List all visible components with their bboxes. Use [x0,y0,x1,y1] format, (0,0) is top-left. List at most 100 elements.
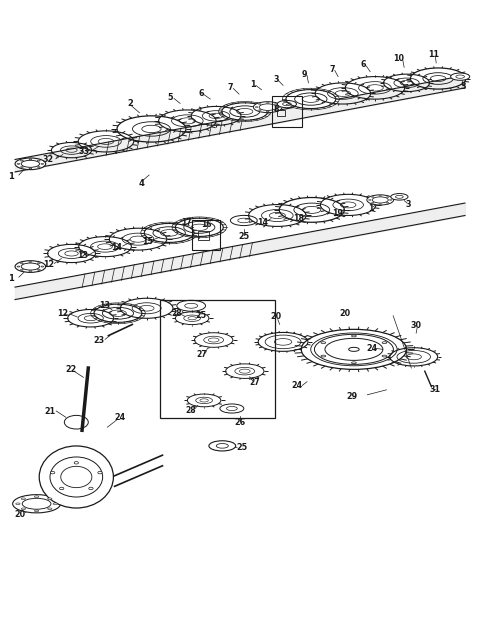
Ellipse shape [209,441,236,451]
Ellipse shape [456,75,465,78]
Text: 29: 29 [346,391,357,401]
Text: 20: 20 [14,510,25,519]
Ellipse shape [29,158,32,160]
Text: 20: 20 [271,313,282,321]
Bar [160,300,275,418]
Ellipse shape [89,487,93,490]
Ellipse shape [259,104,261,105]
Ellipse shape [37,160,40,161]
Ellipse shape [64,416,88,429]
Ellipse shape [266,111,269,112]
Text: 23: 23 [93,336,104,345]
Text: 14: 14 [111,243,122,251]
Ellipse shape [53,503,58,505]
Ellipse shape [185,303,198,308]
Ellipse shape [218,102,271,122]
Ellipse shape [41,266,44,267]
Ellipse shape [41,163,44,164]
Text: 17: 17 [181,218,192,228]
Ellipse shape [17,266,20,267]
Ellipse shape [282,88,339,110]
Text: 12: 12 [57,309,69,318]
Text: 27: 27 [196,350,207,359]
Ellipse shape [386,197,389,198]
Ellipse shape [141,222,198,244]
Ellipse shape [230,215,257,225]
Text: 30: 30 [410,321,421,330]
Text: 24: 24 [292,381,303,390]
Ellipse shape [348,348,359,351]
Ellipse shape [382,355,387,357]
Text: 3: 3 [406,200,411,209]
Text: 33: 33 [79,147,90,156]
Ellipse shape [48,498,52,500]
Ellipse shape [227,406,237,411]
Ellipse shape [21,269,24,270]
Ellipse shape [372,202,374,203]
Ellipse shape [451,73,470,80]
Text: 3: 3 [460,82,466,91]
Ellipse shape [29,168,32,169]
Text: 11: 11 [428,51,439,59]
Text: 1: 1 [250,80,256,89]
Ellipse shape [321,355,326,357]
Ellipse shape [37,263,40,264]
Text: 25: 25 [195,311,206,319]
Ellipse shape [277,100,297,108]
Ellipse shape [351,335,356,337]
Text: 19: 19 [332,209,343,218]
Ellipse shape [50,457,103,497]
Text: 15: 15 [143,236,154,245]
Ellipse shape [91,303,145,324]
Ellipse shape [396,195,403,198]
Text: 13: 13 [99,301,110,310]
Ellipse shape [321,342,326,344]
Ellipse shape [216,444,228,448]
Text: 7: 7 [228,83,233,92]
Ellipse shape [17,163,20,164]
Text: 3: 3 [273,75,279,84]
Ellipse shape [253,102,282,112]
Text: 10: 10 [394,54,404,63]
Text: 6: 6 [361,60,366,69]
Text: 7: 7 [329,65,335,74]
Bar [277,110,286,116]
Ellipse shape [74,462,78,464]
Ellipse shape [21,508,25,510]
Text: 4: 4 [139,179,145,188]
Bar [192,220,220,250]
Ellipse shape [21,160,39,167]
Text: 2: 2 [127,99,133,108]
Ellipse shape [386,202,389,203]
Ellipse shape [266,102,269,104]
Ellipse shape [61,466,92,487]
Text: 1: 1 [8,172,14,181]
Text: 24: 24 [115,413,126,422]
Ellipse shape [37,269,40,270]
Ellipse shape [37,167,40,168]
Text: 21: 21 [45,407,56,416]
Text: 22: 22 [65,366,76,374]
Ellipse shape [16,503,20,505]
Text: 27: 27 [249,379,260,388]
Ellipse shape [29,261,32,263]
Text: 28: 28 [185,406,195,415]
Ellipse shape [21,167,24,168]
Ellipse shape [379,195,382,197]
Ellipse shape [35,510,39,512]
Ellipse shape [21,263,24,264]
Ellipse shape [177,300,205,311]
Text: 31: 31 [430,386,441,394]
Text: 32: 32 [42,155,53,164]
Text: 14: 14 [257,218,268,227]
Bar [198,231,209,240]
Text: 1: 1 [8,274,14,283]
Ellipse shape [22,499,51,509]
Ellipse shape [372,197,374,198]
Text: 12: 12 [43,260,54,268]
Text: 25: 25 [237,443,248,452]
Text: 8: 8 [273,105,279,114]
Ellipse shape [391,193,408,200]
Ellipse shape [48,508,52,510]
Ellipse shape [35,496,39,497]
